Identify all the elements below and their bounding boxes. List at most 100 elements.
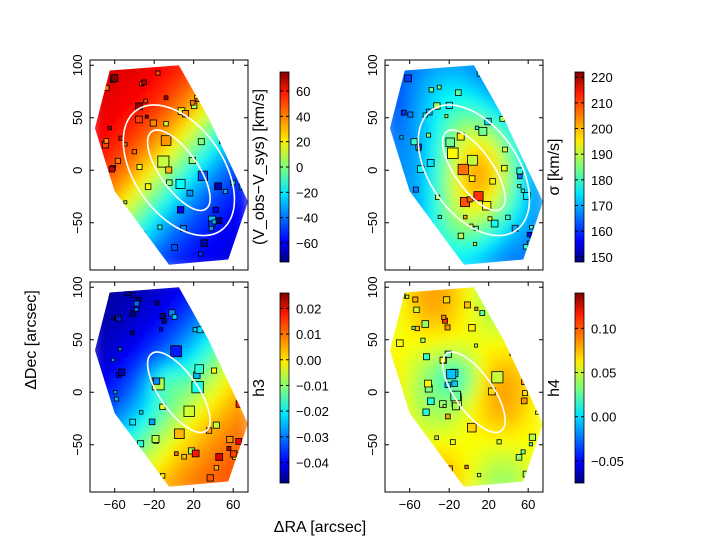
marker — [107, 125, 112, 131]
marker — [214, 182, 222, 191]
colorbar-tick-label: 0.00 — [591, 410, 616, 425]
colorbar-tick-label: 160 — [591, 224, 613, 239]
marker — [103, 138, 110, 144]
marker — [139, 410, 144, 415]
marker — [226, 446, 232, 451]
marker — [108, 166, 115, 173]
marker — [133, 300, 140, 307]
marker — [134, 307, 139, 312]
marker — [533, 103, 539, 109]
marker — [400, 438, 407, 445]
marker — [468, 324, 476, 332]
marker — [427, 247, 434, 254]
colorbar-tick-label: 0.05 — [591, 366, 616, 381]
marker — [230, 105, 235, 110]
marker — [521, 349, 528, 356]
marker — [447, 147, 459, 159]
marker — [135, 115, 143, 124]
marker — [412, 186, 419, 193]
colorbar — [574, 292, 585, 484]
marker — [213, 465, 220, 471]
marker — [455, 89, 462, 96]
marker — [523, 192, 531, 200]
isophote-ellipse — [441, 129, 506, 212]
marker — [130, 330, 135, 336]
marker — [418, 463, 426, 471]
marker — [443, 296, 451, 304]
marker — [174, 428, 185, 439]
marker — [119, 228, 127, 236]
marker — [211, 219, 217, 225]
colorbar — [279, 292, 290, 484]
marker — [526, 473, 531, 478]
marker — [131, 149, 137, 155]
marker — [528, 433, 536, 441]
marker — [234, 94, 238, 99]
marker — [130, 292, 136, 298]
marker — [457, 163, 469, 176]
marker — [192, 327, 198, 333]
marker — [506, 114, 514, 123]
marker — [523, 81, 531, 89]
marker — [399, 292, 406, 299]
marker — [531, 236, 538, 243]
marker — [441, 314, 447, 320]
marker — [444, 114, 449, 119]
marker — [468, 175, 476, 182]
marker — [110, 74, 119, 82]
panel-bottom-right: −60 −20 20 60 100 50 0 −50 0.10 0.05 0.00 −0.05 h4 — [365, 276, 624, 512]
y-tick-label: −50 — [365, 212, 380, 234]
marker — [478, 126, 488, 136]
marker — [437, 214, 442, 220]
marker — [230, 450, 238, 458]
marker — [516, 167, 524, 175]
marker — [171, 314, 178, 320]
panel-frame — [384, 281, 544, 493]
marker — [421, 320, 430, 328]
marker — [520, 397, 528, 405]
marker — [424, 379, 432, 388]
marker — [452, 402, 460, 411]
marker — [189, 100, 196, 106]
marker — [522, 470, 530, 478]
marker — [218, 71, 225, 78]
marker — [197, 170, 208, 181]
marker — [117, 347, 123, 352]
marker — [412, 296, 419, 303]
colorbar-tick-label: −60 — [296, 236, 318, 251]
marker — [194, 364, 204, 374]
colorbar-tick-label: −20 — [296, 185, 318, 200]
marker — [463, 214, 468, 220]
marker — [161, 318, 167, 324]
marker — [203, 298, 209, 304]
marker — [159, 327, 164, 332]
marker — [234, 72, 239, 78]
marker — [123, 235, 130, 242]
marker — [235, 400, 244, 408]
colorbar-tick-label: −0.02 — [296, 404, 329, 419]
marker — [399, 135, 404, 140]
y-tick-label: −50 — [70, 434, 85, 456]
marker — [535, 410, 539, 415]
marker — [406, 441, 412, 447]
marker — [160, 473, 166, 479]
marker — [516, 362, 522, 367]
y-tick-label: 0 — [365, 167, 380, 174]
marker — [411, 325, 416, 330]
colorbar-tick-label: 0.00 — [296, 353, 321, 368]
marker — [466, 422, 477, 433]
marker — [206, 474, 214, 482]
marker — [502, 146, 508, 153]
marker — [212, 206, 219, 214]
marker — [427, 397, 435, 406]
colorbar-tick-label: 0.01 — [296, 327, 321, 342]
marker — [464, 464, 469, 470]
marker — [114, 157, 121, 164]
colorbar-tick-label: 190 — [591, 147, 613, 162]
marker — [473, 191, 484, 202]
marker — [517, 184, 522, 189]
y-tick-label: 50 — [70, 111, 85, 125]
marker — [396, 339, 404, 347]
colorbar-label: (V_obs−V_sys) [km/s] — [251, 89, 268, 245]
